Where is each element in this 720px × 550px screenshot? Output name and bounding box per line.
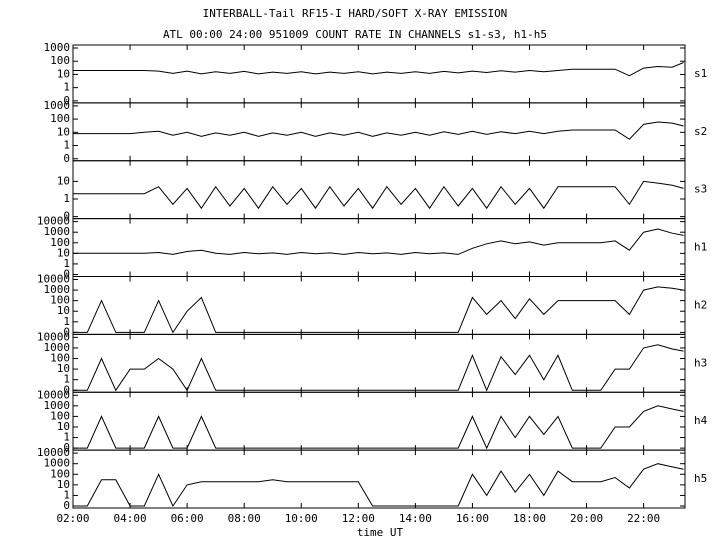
- y-tick-label: 100: [50, 54, 70, 67]
- y-tick-label: 1: [63, 315, 70, 328]
- panel-name: h2: [694, 298, 707, 311]
- x-tick-label: 14:00: [399, 512, 432, 525]
- panel-name: h3: [694, 356, 707, 369]
- data-line: [73, 344, 684, 392]
- panel-frame: [72, 218, 686, 277]
- y-tick-label: 0: [63, 383, 70, 396]
- y-tick-label: 1: [63, 373, 70, 386]
- y-tick-label: 10000: [37, 215, 70, 228]
- y-tick-label: 100: [50, 409, 70, 422]
- x-tick-label: 22:00: [627, 512, 660, 525]
- y-tick-label: 1: [63, 192, 70, 205]
- x-axis-label: time UT: [357, 526, 404, 539]
- y-tick-label: 0: [63, 499, 70, 512]
- panel-name: h1: [694, 241, 707, 254]
- data-line: [73, 463, 684, 508]
- panel-frame: [72, 102, 686, 162]
- y-tick-label: 0: [63, 441, 70, 454]
- x-tick-label: 02:00: [56, 512, 89, 525]
- chart-subtitle: ATL 00:00 24:00 951009 COUNT RATE IN CHA…: [163, 28, 547, 41]
- y-tick-label: 1000: [44, 41, 71, 54]
- panel-name: s3: [694, 183, 707, 196]
- y-tick-label: 100: [50, 112, 70, 125]
- y-tick-label: 1000: [44, 225, 71, 238]
- data-line: [73, 286, 684, 334]
- y-tick-label: 10: [57, 304, 70, 317]
- panel-frame: [72, 160, 686, 220]
- x-tick-label: 20:00: [570, 512, 603, 525]
- y-tick-label: 100: [50, 236, 70, 249]
- y-tick-label: 0: [63, 94, 70, 107]
- data-line: [73, 405, 684, 450]
- chart-title: INTERBALL-Tail RF15-I HARD/SOFT X-RAY EM…: [203, 7, 508, 20]
- y-tick-label: 1: [63, 257, 70, 270]
- y-tick-label: 10: [57, 174, 70, 187]
- y-tick-label: 0: [63, 268, 70, 281]
- y-tick-label: 1: [63, 431, 70, 444]
- panel-frame: [72, 44, 686, 104]
- y-tick-label: 10: [57, 125, 70, 138]
- panel-name: h4: [694, 414, 708, 427]
- data-line: [73, 121, 684, 140]
- panel-name: h5: [694, 472, 707, 485]
- x-tick-label: 04:00: [114, 512, 147, 525]
- data-line: [73, 228, 684, 255]
- y-tick-label: 10000: [37, 330, 70, 343]
- y-tick-label: 1000: [44, 457, 71, 470]
- y-tick-label: 0: [63, 152, 70, 165]
- y-tick-label: 1000: [44, 99, 71, 112]
- y-tick-label: 10: [57, 67, 70, 80]
- x-tick-label: 16:00: [456, 512, 489, 525]
- x-tick-label: 06:00: [171, 512, 204, 525]
- panel-name: s2: [694, 125, 707, 138]
- y-tick-label: 10000: [37, 388, 70, 401]
- data-line: [73, 180, 684, 210]
- y-tick-label: 1: [63, 488, 70, 501]
- panel-frame: [72, 391, 686, 451]
- y-tick-label: 0: [63, 325, 70, 338]
- data-line: [73, 62, 684, 77]
- y-tick-label: 10000: [37, 273, 70, 286]
- panel-frame: [72, 276, 686, 335]
- panel-frame: [72, 449, 686, 509]
- y-tick-label: 100: [50, 467, 70, 480]
- y-tick-label: 10000: [37, 446, 70, 459]
- y-tick-label: 10: [57, 420, 70, 433]
- x-tick-label: 18:00: [513, 512, 546, 525]
- panel-name: s1: [694, 67, 707, 80]
- y-tick-label: 0: [63, 210, 70, 223]
- y-tick-label: 1000: [44, 283, 71, 296]
- y-tick-label: 1000: [44, 341, 71, 354]
- y-tick-label: 10: [57, 246, 70, 259]
- y-tick-label: 100: [50, 294, 70, 307]
- x-tick-label: 10:00: [285, 512, 318, 525]
- y-tick-label: 100: [50, 352, 70, 365]
- x-tick-label: 08:00: [228, 512, 261, 525]
- x-tick-label: 12:00: [342, 512, 375, 525]
- y-tick-label: 1000: [44, 399, 71, 412]
- y-tick-label: 10: [57, 478, 70, 491]
- y-tick-label: 1: [63, 139, 70, 152]
- y-tick-label: 1: [63, 81, 70, 94]
- y-tick-label: 10: [57, 362, 70, 375]
